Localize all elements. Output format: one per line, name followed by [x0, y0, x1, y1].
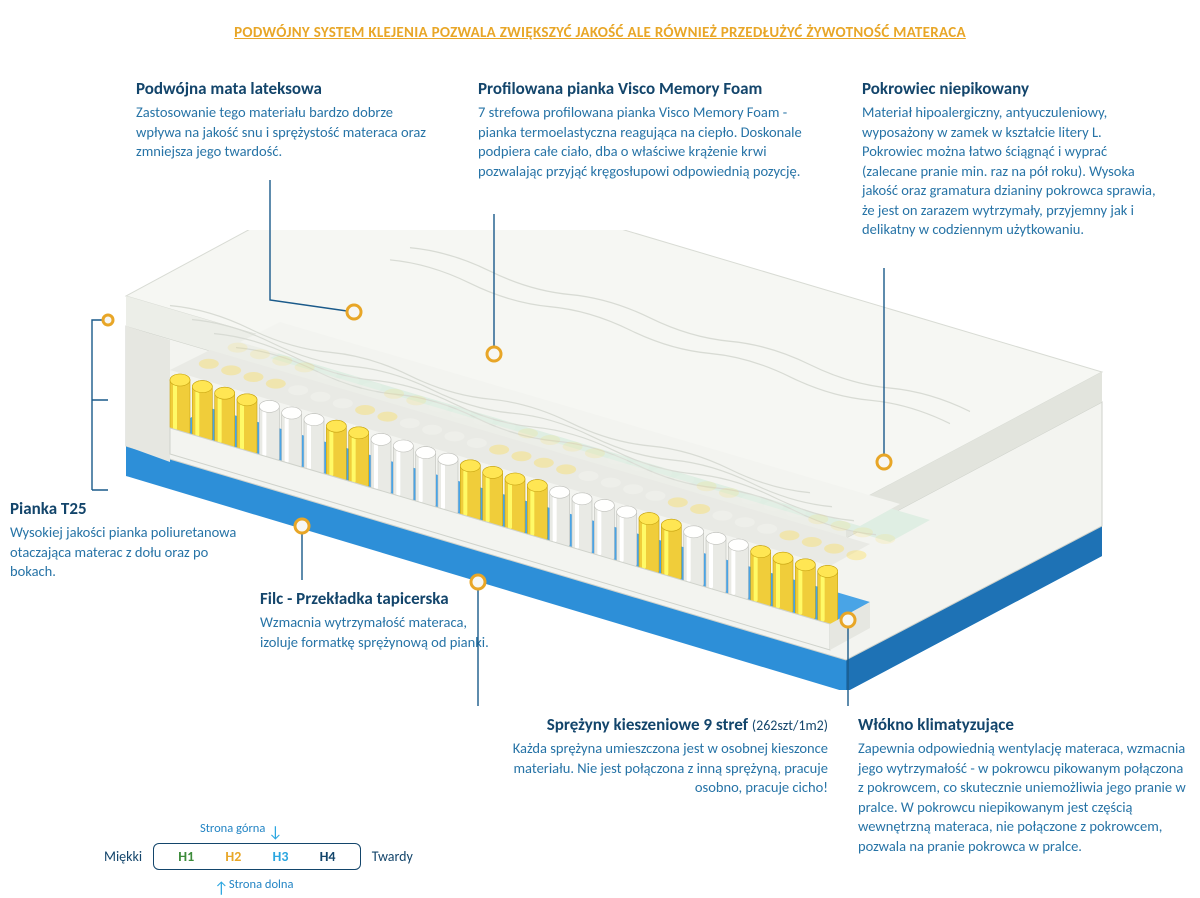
callout-title: Profilowana pianka Visco Memory Foam — [478, 78, 818, 99]
callout-springs-title-text: Sprężyny kieszeniowe 9 stref — [547, 714, 748, 735]
firmness-h1: H1 — [178, 848, 194, 865]
callout-body: Każda sprężyna umieszczona jest w osobne… — [480, 739, 828, 798]
callout-body: Materiał hipoalergiczny, antyuczuleniowy… — [862, 103, 1162, 240]
firmness-h2: H2 — [225, 848, 241, 865]
firmness-bot-text: Strona dolna — [229, 877, 294, 892]
callout-title: Podwójna mata lateksowa — [136, 78, 436, 99]
callout-body: 7 strefowa profilowana pianka Visco Memo… — [478, 103, 818, 181]
callout-springs: Sprężyny kieszeniowe 9 stref (262szt/1m2… — [480, 714, 828, 798]
firmness-h4: H4 — [320, 848, 336, 865]
arrow-down-icon — [268, 823, 280, 835]
firmness-top-text: Strona górna — [200, 821, 265, 836]
firmness-scale: Strona górna Miękki H1 H2 H3 H4 Twardy S… — [104, 843, 413, 870]
callout-latex: Podwójna mata lateksowa Zastosowanie teg… — [136, 78, 436, 162]
firmness-bot-label: Strona dolna — [214, 877, 293, 892]
callout-fiber: Włókno klimatyzujące Zapewnia odpowiedni… — [858, 714, 1188, 856]
headline-banner: PODWÓJNY SYSTEM KLEJENIA POZWALA ZWIĘKSZ… — [234, 24, 966, 42]
firmness-box: H1 H2 H3 H4 — [153, 843, 360, 870]
callout-visco: Profilowana pianka Visco Memory Foam 7 s… — [478, 78, 818, 181]
mattress-diagram — [110, 230, 1110, 690]
firmness-h3: H3 — [272, 848, 288, 865]
firmness-right-label: Twardy — [372, 848, 413, 865]
firmness-top-label: Strona górna — [200, 821, 280, 836]
callout-body: Zastosowanie tego materiału bardzo dobrz… — [136, 103, 436, 162]
callout-cover: Pokrowiec niepikowany Materiał hipoalerg… — [862, 78, 1162, 240]
callout-body: Zapewnia odpowiednią wentylację materaca… — [858, 739, 1188, 856]
callout-title: Włókno klimatyzujące — [858, 714, 1188, 735]
firmness-left-label: Miękki — [104, 848, 142, 865]
layer-t25-foam-left — [126, 326, 170, 462]
callout-springs-meta: (262szt/1m2) — [752, 717, 828, 734]
callout-title: Pokrowiec niepikowany — [862, 78, 1162, 99]
callout-title: Sprężyny kieszeniowe 9 stref (262szt/1m2… — [480, 714, 828, 735]
arrow-up-icon — [214, 879, 226, 891]
